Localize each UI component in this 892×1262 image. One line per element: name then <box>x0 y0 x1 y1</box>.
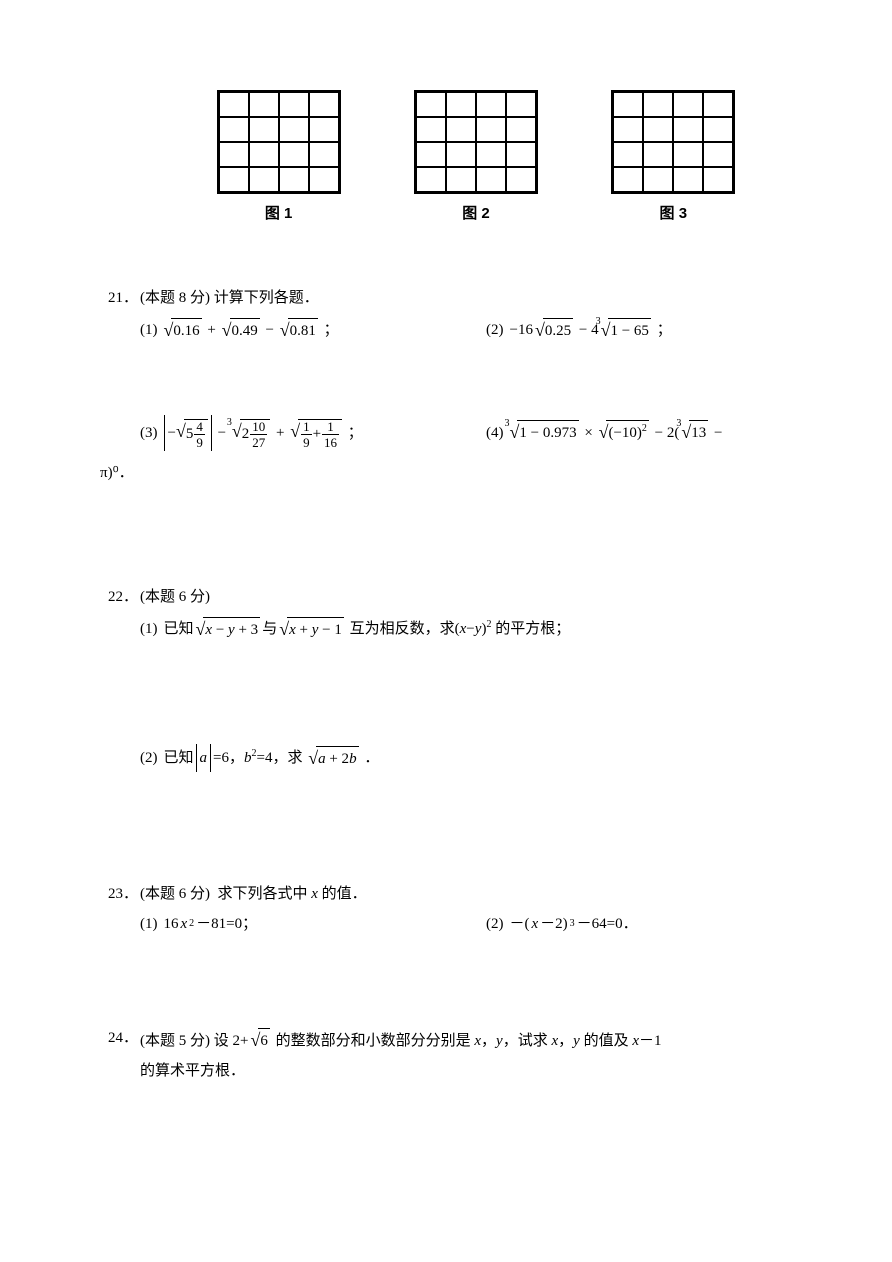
figure-2: 图 2 <box>414 90 538 226</box>
problem-24: 24． (本题 5 分) 设 2+ √6 的整数部分和小数部分分别是 x，y，试… <box>100 1026 832 1083</box>
formula-21-3: −√549 − 3√21027 + √19+116 ； <box>164 415 363 451</box>
formula-22-2: 已知 a =6，b2=4，求 √a + 2b ． <box>164 744 380 773</box>
sub-label: (3) <box>140 421 158 445</box>
problem-23-title: (本题 6 分) 求下列各式中 x 的值． <box>140 882 832 906</box>
formula-22-1: 已知 √x − y + 3 与 √x + y − 1 互为相反数，求(x−y)2… <box>164 615 571 644</box>
sub-label: (1) <box>140 617 158 641</box>
problem-24-line2: 的算术平方根． <box>140 1059 832 1083</box>
sub-label: (1) <box>140 318 158 342</box>
sub-label: (2) <box>486 912 504 936</box>
problem-22: 22． (本题 6 分) (1) 已知 √x − y + 3 与 √x + y … <box>100 585 832 773</box>
problem-22-title: (本题 6 分) <box>140 585 832 609</box>
sub-label: (2) <box>140 746 158 770</box>
figures-row: 图 1 图 2 图 3 <box>100 60 832 236</box>
problem-23-num: 23． <box>100 882 140 906</box>
sub-label: (2) <box>486 318 504 342</box>
problem-21-body: (本题 8 分) 计算下列各题． (1) √0.16 + √0.49 − √0.… <box>140 286 832 451</box>
problem-24-body: (本题 5 分) 设 2+ √6 的整数部分和小数部分分别是 x，y，试求 x，… <box>140 1026 832 1083</box>
sub-label: (4) <box>486 421 504 445</box>
grid-3 <box>611 90 735 194</box>
problem-21-title: (本题 8 分) 计算下列各题． <box>140 286 832 310</box>
problem-23: 23． (本题 6 分) 求下列各式中 x 的值． (1) 16x2－81=0；… <box>100 882 832 936</box>
grid-1 <box>217 90 341 194</box>
figure-1-label: 图 1 <box>217 202 341 226</box>
formula-21-4: 3√1 − 0.973 × √(−10)2 − 2( 3√13 − <box>510 418 723 447</box>
sub-label: (1) <box>140 912 158 936</box>
figure-2-label: 图 2 <box>414 202 538 226</box>
problem-21-sub4: (4) 3√1 − 0.973 × √(−10)2 − 2( 3√13 − <box>486 418 832 447</box>
problem-22-sub2: (2) 已知 a =6，b2=4，求 √a + 2b ． <box>140 744 832 773</box>
problem-21: 21． (本题 8 分) 计算下列各题． (1) √0.16 + √0.49 −… <box>100 286 832 451</box>
figure-3-label: 图 3 <box>611 202 735 226</box>
problem-23-sub2: (2) －(x－2)3－64=0． <box>486 912 832 936</box>
grid-2 <box>414 90 538 194</box>
problem-23-sub1: (1) 16x2－81=0； <box>140 912 486 936</box>
figure-3: 图 3 <box>611 90 735 226</box>
problem-24-num: 24． <box>100 1026 140 1050</box>
formula-23-1: 16x2－81=0； <box>164 912 258 936</box>
problem-22-num: 22． <box>100 585 140 609</box>
problem-22-sub1: (1) 已知 √x − y + 3 与 √x + y − 1 互为相反数，求(x… <box>140 615 832 644</box>
formula-23-2: －(x－2)3－64=0． <box>510 912 638 936</box>
formula-21-1: √0.16 + √0.49 − √0.81 ； <box>164 316 339 345</box>
problem-21-sub3: (3) −√549 − 3√21027 + √19+116 ； <box>140 415 486 451</box>
problem-21-row2: (3) −√549 − 3√21027 + √19+116 ； (4) 3√1 … <box>140 415 832 451</box>
formula-21-2: −16 √0.25 − 4 3√1 − 65 ； <box>510 316 672 345</box>
figure-1: 图 1 <box>217 90 341 226</box>
problem-24-line1: (本题 5 分) 设 2+ √6 的整数部分和小数部分分别是 x，y，试求 x，… <box>140 1026 832 1055</box>
problem-23-body: (本题 6 分) 求下列各式中 x 的值． (1) 16x2－81=0； (2)… <box>140 882 832 936</box>
problem-21-sub1: (1) √0.16 + √0.49 − √0.81 ； <box>140 316 486 345</box>
problem-21-row1: (1) √0.16 + √0.49 − √0.81 ； (2) −16 √0.2… <box>140 316 832 345</box>
problem-22-body: (本题 6 分) (1) 已知 √x − y + 3 与 √x + y − 1 … <box>140 585 832 773</box>
problem-23-row: (1) 16x2－81=0； (2) －(x－2)3－64=0． <box>140 912 832 936</box>
problem-21-num: 21． <box>100 286 140 310</box>
problem-21-sub2: (2) −16 √0.25 − 4 3√1 − 65 ； <box>486 316 832 345</box>
problem-21-continuation: π)⁰． <box>100 461 832 485</box>
